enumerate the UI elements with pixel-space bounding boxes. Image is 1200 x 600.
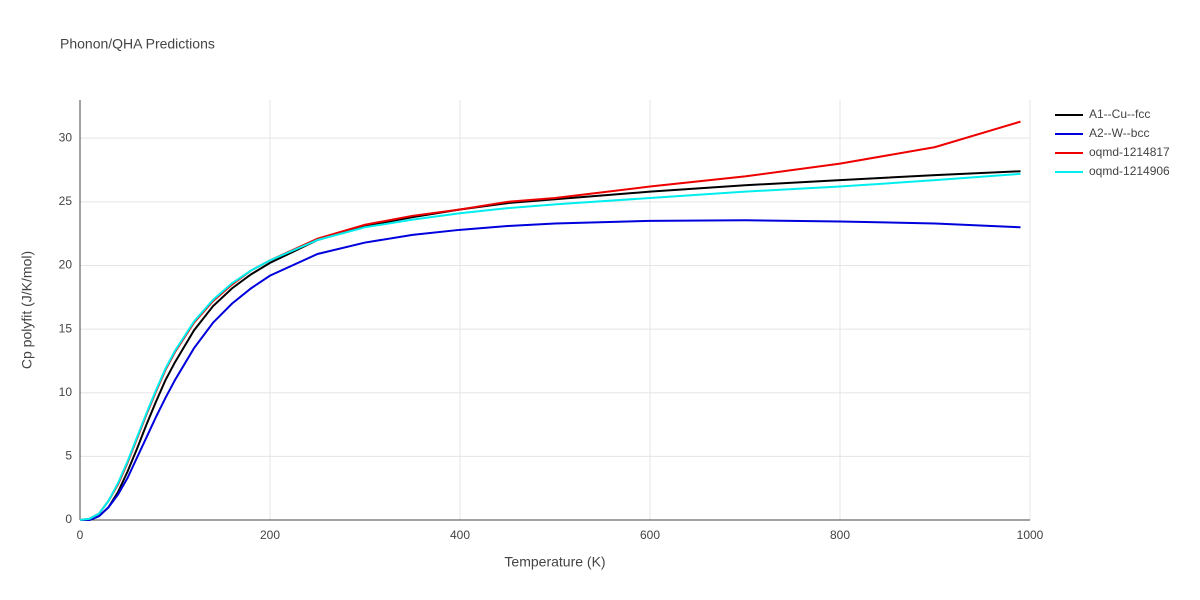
chart-title: Phonon/QHA Predictions bbox=[60, 36, 215, 52]
x-tick-label: 200 bbox=[260, 528, 280, 542]
x-tick-label: 1000 bbox=[1017, 528, 1044, 542]
x-tick-label: 600 bbox=[640, 528, 660, 542]
series-line bbox=[80, 170, 1021, 521]
y-tick-label: 10 bbox=[59, 385, 73, 399]
y-tick-label: 20 bbox=[59, 258, 73, 272]
y-tick-label: 30 bbox=[59, 130, 73, 144]
y-axis-label: Cp polyfit (J/K/mol) bbox=[19, 251, 35, 369]
x-axis-label: Temperature (K) bbox=[504, 554, 605, 570]
legend-label: oqmd-1214817 bbox=[1089, 145, 1170, 159]
y-tick-label: 5 bbox=[65, 449, 72, 463]
y-tick-label: 0 bbox=[65, 512, 72, 526]
series-line bbox=[79, 120, 1021, 521]
y-tick-label: 25 bbox=[59, 194, 73, 208]
y-tick-label: 15 bbox=[59, 321, 73, 335]
x-tick-label: 0 bbox=[77, 528, 84, 542]
x-tick-label: 800 bbox=[830, 528, 850, 542]
legend-label: A2--W--bcc bbox=[1089, 126, 1149, 140]
series-line bbox=[79, 172, 1021, 521]
series-line bbox=[80, 219, 1021, 521]
legend-label: oqmd-1214906 bbox=[1089, 164, 1170, 178]
x-tick-label: 400 bbox=[450, 528, 470, 542]
legend-label: A1--Cu--fcc bbox=[1089, 107, 1150, 121]
